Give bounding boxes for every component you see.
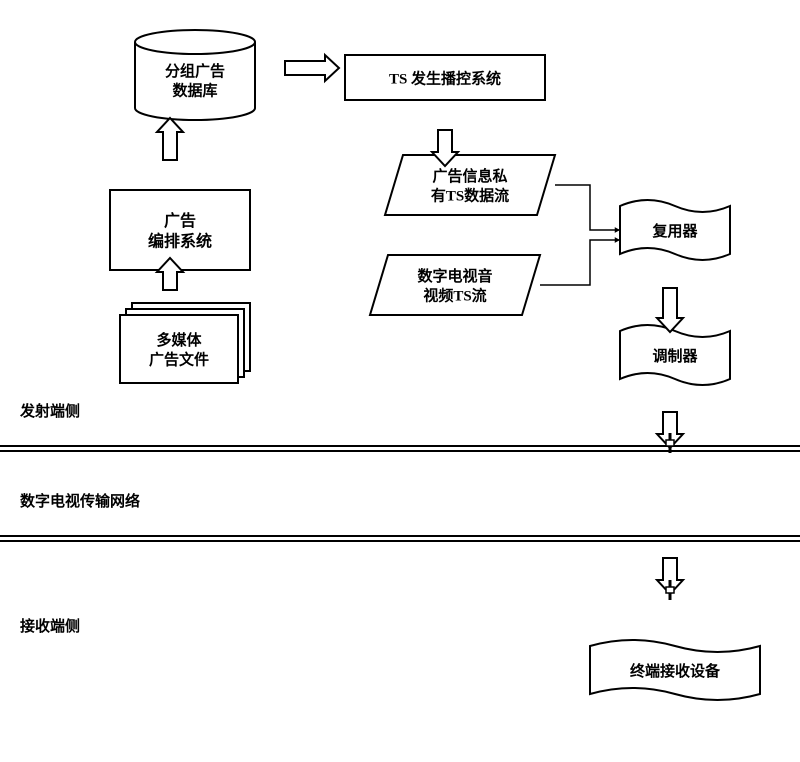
svg-text:数据库: 数据库 — [172, 82, 217, 100]
svg-text:分组广告: 分组广告 — [165, 62, 225, 80]
svg-text:复用器: 复用器 — [651, 222, 698, 240]
svg-text:调制器: 调制器 — [652, 347, 698, 365]
divider-line — [0, 540, 800, 542]
svg-text:广告信息私: 广告信息私 — [432, 167, 507, 185]
divider-line — [0, 445, 800, 447]
svg-text:终端接收设备: 终端接收设备 — [630, 662, 721, 680]
svg-text:数字电视音: 数字电视音 — [417, 267, 492, 285]
svg-text:TS 发生播控系统: TS 发生播控系统 — [389, 69, 501, 87]
label-rx-side: 接收端侧 — [20, 615, 80, 636]
svg-text:视频TS流: 视频TS流 — [423, 287, 486, 305]
svg-text:多媒体: 多媒体 — [156, 331, 202, 349]
diagram-canvas: 发射端侧 数字电视传输网络 接收端侧 多媒体广告文件 广告编排系统 分组广告数据库 T… — [0, 0, 800, 762]
svg-text:编排系统: 编排系统 — [148, 232, 212, 251]
divider-line — [0, 535, 800, 537]
svg-text:广告: 广告 — [164, 211, 196, 230]
label-tx-side: 发射端侧 — [20, 400, 80, 421]
svg-text:有TS数据流: 有TS数据流 — [431, 187, 509, 205]
svg-overlay: 多媒体广告文件 广告编排系统 分组广告数据库 TS 发生播控系统广告信息私有TS数据流… — [0, 0, 800, 762]
svg-text:广告文件: 广告文件 — [149, 351, 209, 369]
divider-line — [0, 450, 800, 452]
label-network: 数字电视传输网络 — [20, 490, 140, 511]
